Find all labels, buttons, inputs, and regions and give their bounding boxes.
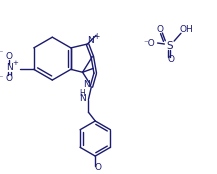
- Text: O: O: [168, 55, 175, 64]
- Text: O: O: [156, 25, 163, 34]
- Text: ⁻: ⁻: [0, 48, 3, 57]
- Text: O: O: [95, 163, 102, 172]
- Text: H: H: [80, 89, 85, 98]
- Text: N: N: [6, 63, 13, 72]
- Text: O: O: [6, 74, 13, 83]
- Text: ⁻: ⁻: [0, 74, 3, 83]
- Text: N: N: [79, 94, 86, 103]
- Text: +: +: [93, 32, 99, 41]
- Text: N: N: [87, 36, 94, 45]
- Text: ⁻O: ⁻O: [144, 38, 156, 48]
- Text: +: +: [12, 60, 18, 66]
- Text: N: N: [83, 80, 90, 89]
- Text: O: O: [6, 52, 13, 61]
- Text: S: S: [166, 41, 173, 51]
- Text: OH: OH: [180, 25, 194, 34]
